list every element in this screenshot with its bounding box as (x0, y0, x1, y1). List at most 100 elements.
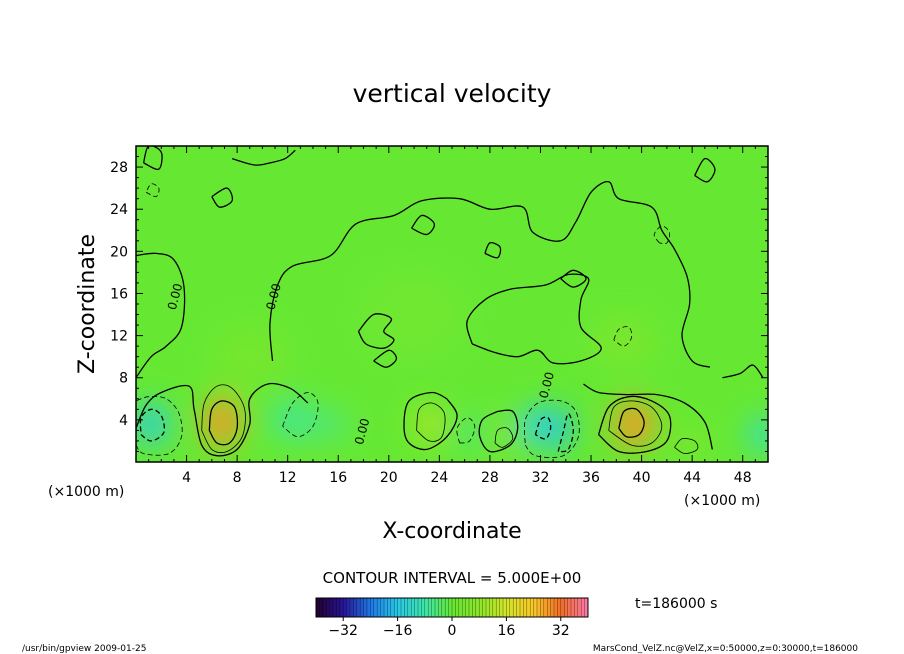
colorbar-swatch (384, 598, 388, 617)
contour-line (208, 400, 239, 446)
contour-line (282, 392, 319, 438)
colorbar-swatch (526, 598, 531, 617)
colorbar-swatch (533, 598, 538, 617)
contour-line (211, 187, 234, 208)
x-tick-label: 12 (279, 470, 297, 486)
colorbar-swatch (455, 598, 460, 617)
y-tick-label: 20 (110, 244, 128, 260)
colorbar-swatch (339, 598, 344, 617)
colorbar-swatch (329, 598, 334, 617)
colorbar-swatch (319, 598, 324, 617)
contour-line (557, 412, 574, 453)
colorbar-swatch (472, 598, 477, 617)
field-cell (591, 314, 655, 368)
x-axis-ticks: 4 8 12 16 20 24 28 32 36 40 44 48 (148, 146, 756, 486)
colorbar-swatch (404, 598, 409, 617)
field-cell (268, 398, 320, 441)
colorbar-swatch (401, 598, 405, 617)
field-cell (414, 405, 445, 444)
colorbar-tick-label: −32 (328, 623, 358, 639)
x-unit-label-left: (×1000 m) (48, 484, 124, 500)
colorbar-swatch (465, 598, 470, 617)
colorbar-swatch (554, 598, 558, 617)
colorbar-swatch (503, 598, 507, 617)
colorbar-swatch (380, 598, 385, 617)
field-cell (493, 419, 519, 452)
x-tick-label: 24 (430, 470, 448, 486)
colorbar-swatch (499, 598, 504, 617)
contour-line (494, 427, 514, 448)
colorbar-swatch (373, 598, 378, 617)
colorbar-swatch (397, 598, 402, 617)
colorbar-swatch (350, 598, 354, 617)
colorbar-swatch (353, 598, 358, 617)
colorbar-swatch (452, 598, 456, 617)
footer-program: /usr/bin/gpview 2009-01-25 (22, 644, 146, 654)
x-unit-label-right: (×1000 m) (684, 493, 760, 509)
colorbar-swatch (431, 598, 436, 617)
colorbar-swatch (560, 598, 565, 617)
x-tick-label: 8 (233, 470, 242, 486)
contour-line (357, 313, 395, 349)
contour-label: 0.00 (352, 417, 372, 446)
colorbar-swatch (577, 598, 582, 617)
contour-line (416, 402, 446, 442)
colorbar-swatch (523, 598, 528, 617)
chart-title: vertical velocity (353, 79, 552, 108)
colorbar-swatch (445, 598, 449, 617)
x-tick-label: 40 (633, 470, 651, 486)
contour-line (136, 252, 186, 379)
colorbar-swatch (537, 598, 541, 617)
contour-label: 0.00 (165, 282, 185, 311)
contour-labels: 0.00 0.00 0.00 0.00 (165, 282, 557, 446)
colorbar-swatch (550, 598, 555, 617)
y-tick-label: 16 (110, 286, 128, 302)
colorbar-swatch (414, 598, 419, 617)
colorbar-swatch (367, 598, 371, 617)
colorbar-swatch (387, 598, 392, 617)
field-cell (674, 430, 705, 456)
contour-line (269, 181, 711, 368)
contour-line (139, 408, 166, 442)
colorbar-swatch (581, 598, 585, 617)
contour-line (231, 149, 296, 166)
y-axis-ticks: 4 8 12 16 20 24 28 (110, 156, 768, 452)
contour-line (597, 395, 672, 454)
colorbar-swatch (326, 598, 330, 617)
colorbar-swatch (322, 598, 327, 617)
colorbar-swatch (479, 598, 483, 617)
colorbar-swatch (516, 598, 521, 617)
colorbar-swatch (567, 598, 572, 617)
colorbar-tick-label: 0 (448, 623, 457, 639)
colorbar-swatch (407, 598, 412, 617)
x-tick-label: 20 (380, 470, 398, 486)
contour-line (201, 384, 246, 454)
colorbar-swatch (513, 598, 517, 617)
y-tick-label: 4 (119, 413, 128, 429)
colorbar-swatch (509, 598, 514, 617)
contour-line (373, 349, 398, 368)
colorbar-swatch (564, 598, 568, 617)
colorbar-swatch (316, 598, 320, 617)
colorbar-swatch (424, 598, 429, 617)
contour-line (694, 157, 716, 183)
field-cell (545, 407, 571, 450)
contour-line (136, 382, 309, 457)
colorbar-swatch (506, 598, 511, 617)
colorbar-swatch (448, 598, 453, 617)
field-cell (204, 396, 240, 448)
contour-label: 0.00 (537, 370, 557, 399)
contour-line (456, 417, 476, 444)
y-tick-label: 28 (110, 160, 128, 176)
x-axis-label: X-coordinate (382, 519, 521, 544)
contour-lines (136, 146, 764, 458)
colorbar-ticks: −32 −16 0 16 32 (328, 617, 570, 639)
contour-line (142, 146, 163, 171)
x-tick-label: 16 (329, 470, 347, 486)
colorbar-swatch (390, 598, 395, 617)
x-tick-label: 32 (532, 470, 550, 486)
contour-line (674, 438, 699, 455)
colorbar-swatch (356, 598, 361, 617)
y-tick-label: 24 (110, 202, 128, 218)
